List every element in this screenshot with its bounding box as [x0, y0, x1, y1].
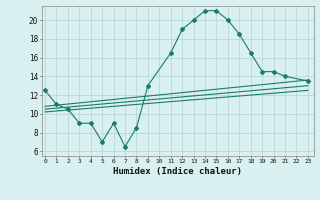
- X-axis label: Humidex (Indice chaleur): Humidex (Indice chaleur): [113, 167, 242, 176]
